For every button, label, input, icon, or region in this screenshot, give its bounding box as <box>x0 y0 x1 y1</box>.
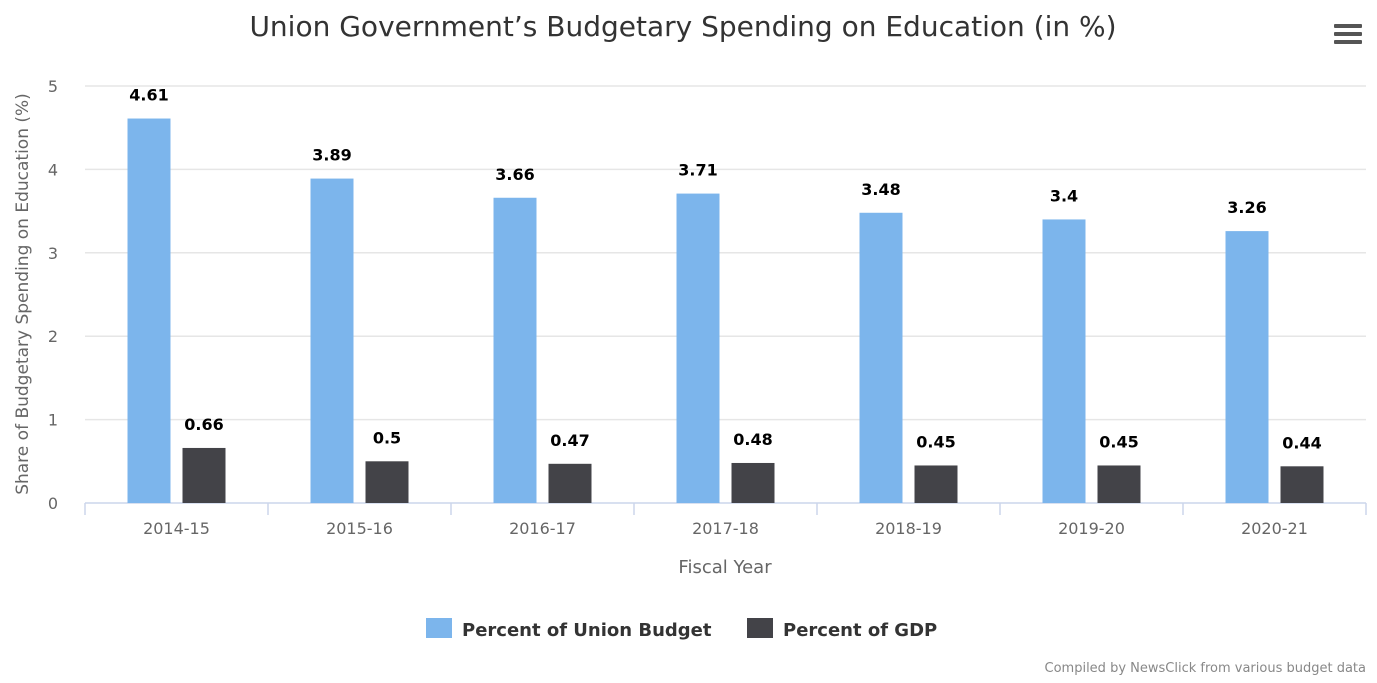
data-label: 0.66 <box>184 415 223 434</box>
data-label: 3.89 <box>312 146 351 165</box>
bar-union-budget[interactable] <box>1225 231 1269 503</box>
bar-gdp[interactable] <box>182 447 226 503</box>
chart-title: Union Government’s Budgetary Spending on… <box>249 10 1116 43</box>
bar-gdp[interactable] <box>548 463 592 503</box>
data-label: 0.45 <box>1099 432 1138 451</box>
legend-swatch-union-budget <box>426 618 452 638</box>
x-tick-label: 2015-16 <box>326 519 393 538</box>
legend-swatch-gdp <box>747 618 773 638</box>
y-tick-label: 1 <box>48 411 58 430</box>
legend-label-gdp: Percent of GDP <box>783 620 937 641</box>
x-tick-label: 2018-19 <box>875 519 942 538</box>
data-label: 4.61 <box>129 86 168 105</box>
y-tick-label: 3 <box>48 244 58 263</box>
bar-union-budget[interactable] <box>127 118 171 503</box>
bar-union-budget[interactable] <box>859 212 903 503</box>
data-label: 3.71 <box>678 161 717 180</box>
data-label: 0.48 <box>733 430 772 449</box>
data-label: 0.5 <box>373 428 401 447</box>
y-tick-label: 4 <box>48 160 58 179</box>
bar-gdp[interactable] <box>914 465 958 503</box>
data-label: 0.47 <box>550 431 589 450</box>
bar-gdp[interactable] <box>1097 465 1141 503</box>
x-tick-label: 2017-18 <box>692 519 759 538</box>
y-axis-title: Share of Budgetary Spending on Education… <box>13 93 33 495</box>
y-tick-label: 5 <box>48 77 58 96</box>
data-label: 3.48 <box>861 180 900 199</box>
data-label: 0.45 <box>916 432 955 451</box>
y-tick-label: 0 <box>48 494 58 513</box>
bar-gdp[interactable] <box>731 462 775 503</box>
legend-item-union-budget[interactable]: Percent of Union Budget <box>426 618 712 641</box>
bar-gdp[interactable] <box>1280 466 1324 503</box>
x-tick-label: 2019-20 <box>1058 519 1125 538</box>
bar-union-budget[interactable] <box>310 178 354 503</box>
legend-item-gdp[interactable]: Percent of GDP <box>747 618 937 641</box>
bar-gdp[interactable] <box>365 461 409 503</box>
data-label: 3.66 <box>495 165 534 184</box>
hamburger-menu-icon[interactable] <box>1334 24 1362 44</box>
x-tick-label: 2020-21 <box>1241 519 1308 538</box>
credits[interactable]: Compiled by NewsClick from various budge… <box>1045 661 1366 676</box>
x-tick-label: 2014-15 <box>143 519 210 538</box>
data-label: 0.44 <box>1282 433 1321 452</box>
legend-label-union-budget: Percent of Union Budget <box>462 620 712 641</box>
data-label: 3.26 <box>1227 198 1266 217</box>
x-tick-label: 2016-17 <box>509 519 576 538</box>
bar-union-budget[interactable] <box>1042 219 1086 503</box>
y-tick-label: 2 <box>48 327 58 346</box>
data-label: 3.4 <box>1050 186 1078 205</box>
bar-union-budget[interactable] <box>676 193 720 503</box>
x-axis-title: Fiscal Year <box>678 557 772 578</box>
bar-union-budget[interactable] <box>493 197 537 504</box>
